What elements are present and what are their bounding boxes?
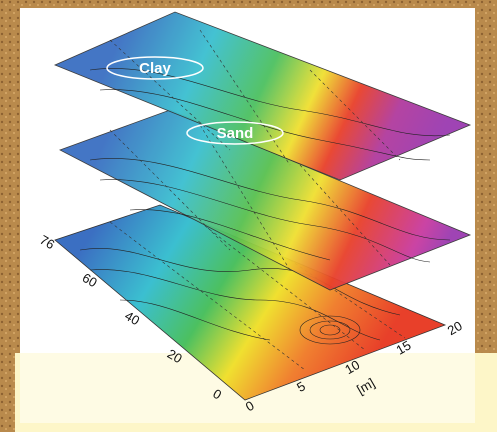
tick-label: 60: [80, 270, 100, 290]
tick-label: 20: [165, 346, 185, 366]
tick-label: 76: [37, 232, 57, 252]
layer-label: Sand: [217, 125, 254, 142]
tick-label: 10: [342, 357, 362, 377]
layer-middle: [59, 109, 472, 291]
tick-label: 15: [393, 337, 413, 357]
layer-label: Clay: [139, 60, 171, 77]
tick-label: 20: [445, 318, 465, 338]
layer-top: Clay Sand: [53, 11, 472, 181]
layer-bottom: [54, 204, 447, 401]
tick-label: 40: [122, 308, 142, 328]
